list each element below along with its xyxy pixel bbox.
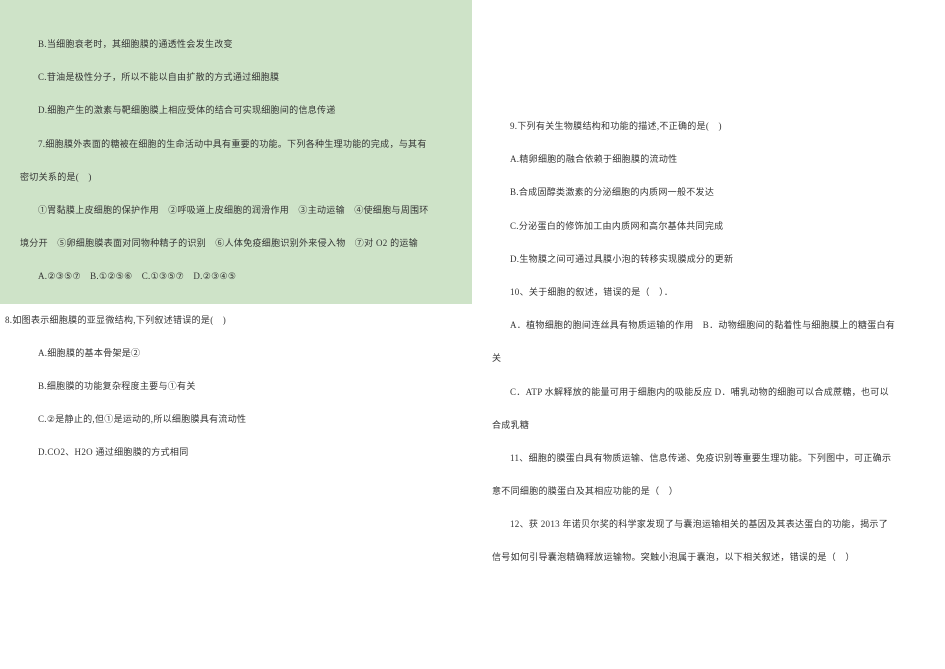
question-line: 11、细胞的膜蛋白具有物质运输、信息传递、免疫识别等重要生理功能。下列图中，可正… — [472, 442, 945, 475]
option-continuation: 合成乳糖 — [472, 409, 945, 442]
right-column: 9.下列有关生物膜结构和功能的描述,不正确的是( ) A.精卵细胞的融合依赖于细… — [472, 0, 945, 669]
question-continuation: 密切关系的是( ) — [20, 161, 452, 194]
option-line: C.苷油是极性分子，所以不能以自由扩散的方式通过细胞膜 — [20, 61, 452, 94]
answer-options: A.②③⑤⑦ B.①②⑤⑥ C.①③⑤⑦ D.②③④⑤ — [20, 260, 452, 293]
option-line: ①胃黏膜上皮细胞的保护作用 ②呼吸道上皮细胞的润滑作用 ③主动运输 ④使细胞与周… — [20, 194, 452, 227]
option-continuation: 境分开 ⑤卵细胞膜表面对同物种精子的识别 ⑥人体免疫细胞识别外来侵入物 ⑦对 O… — [20, 227, 452, 260]
question-line: 7.细胞膜外表面的糖被在细胞的生命活动中具有重要的功能。下列各种生理功能的完成，… — [20, 128, 452, 161]
left-column: B.当细胞衰老时，其细胞膜的通透性会发生改变 C.苷油是极性分子，所以不能以自由… — [0, 0, 472, 669]
question-continuation: 意不同细胞的膜蛋白及其相应功能的是（ ） — [472, 475, 945, 508]
question-line: 12、获 2013 年诺贝尔奖的科学家发现了与囊泡运输相关的基因及其表达蛋白的功… — [472, 508, 945, 541]
question-line: 8.如图表示细胞膜的亚显微结构,下列叙述错误的是( ) — [0, 304, 472, 337]
option-line: B.合成固醇类激素的分泌细胞的内质网一般不发达 — [472, 176, 945, 209]
option-line: C.分泌蛋白的修饰加工由内质网和高尔基体共同完成 — [472, 210, 945, 243]
option-line: D.细胞产生的激素与靶细胞膜上相应受体的结合可实现细胞间的信息传递 — [20, 94, 452, 127]
question-line: 9.下列有关生物膜结构和功能的描述,不正确的是( ) — [472, 110, 945, 143]
highlight-block: B.当细胞衰老时，其细胞膜的通透性会发生改变 C.苷油是极性分子，所以不能以自由… — [0, 0, 472, 304]
option-line: C.②是静止的,但①是运动的,所以细胞膜具有流动性 — [0, 403, 472, 436]
option-line: B.细胞膜的功能复杂程度主要与①有关 — [0, 370, 472, 403]
option-line: C．ATP 水解释放的能量可用于细胞内的吸能反应 D．哺乳动物的细胞可以合成蔗糖… — [472, 376, 945, 409]
option-line: D.CO2、H2O 通过细胞膜的方式相同 — [0, 436, 472, 469]
option-line: A.细胞膜的基本骨架是② — [0, 337, 472, 370]
option-line: B.当细胞衰老时，其细胞膜的通透性会发生改变 — [20, 28, 452, 61]
question-line: 10、关于细胞的叙述，错误的是（ ）． — [472, 276, 945, 309]
option-line: D.生物膜之间可通过具膜小泡的转移实现膜成分的更新 — [472, 243, 945, 276]
option-line: A.精卵细胞的融合依赖于细胞膜的流动性 — [472, 143, 945, 176]
option-continuation: 关 — [472, 342, 945, 375]
question-continuation: 信号如何引导囊泡精确释放运输物。突触小泡属于囊泡，以下相关叙述，错误的是（ ） — [472, 541, 945, 574]
option-line: A．植物细胞的胞间连丝具有物质运输的作用 B．动物细胞间的黏着性与细胞膜上的糖蛋… — [472, 309, 945, 342]
